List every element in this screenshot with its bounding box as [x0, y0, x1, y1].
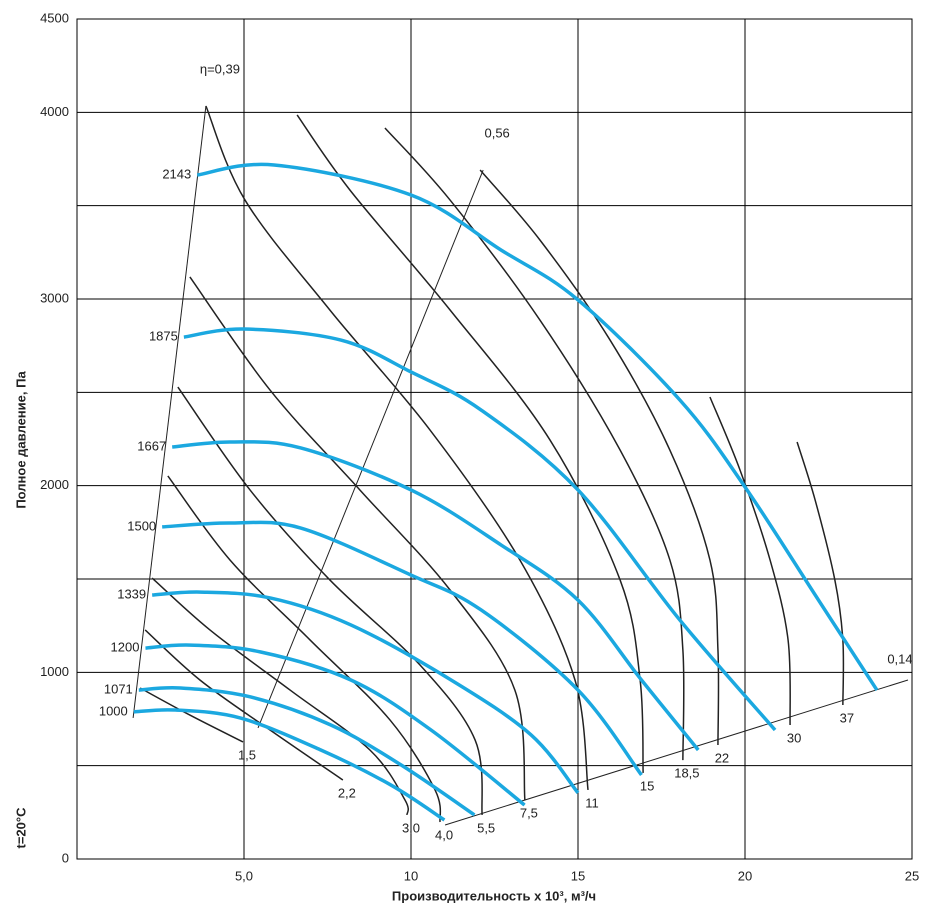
- x-tick-label: 20: [738, 868, 752, 883]
- power-curve: [139, 687, 244, 743]
- y-axis-title: Полное давление, Па: [13, 371, 28, 509]
- speed-curve: [138, 686, 476, 817]
- efficiency-label: η=0,39: [200, 61, 240, 76]
- power-label: 30: [787, 730, 801, 745]
- y-tick-label: 1000: [40, 664, 69, 679]
- speed-label: 1200: [111, 640, 140, 655]
- speed-curve: [145, 643, 526, 807]
- x-tick-label: 10: [404, 868, 418, 883]
- efficiency-label: 0,56: [484, 125, 509, 140]
- y-tick-label: 4000: [40, 104, 69, 119]
- y-tick-label: 4500: [40, 10, 69, 25]
- power-label: 1,5: [238, 747, 256, 762]
- power-label: 18,5: [674, 766, 699, 781]
- speed-label: 1071: [104, 682, 133, 697]
- x-tick-label: 5,0: [235, 868, 253, 883]
- speed-curve: [152, 590, 580, 795]
- speed-curve: [133, 708, 446, 822]
- y-tick-label: 0: [62, 850, 69, 865]
- speed-curve: [162, 520, 643, 777]
- x-axis-title: Производительность x 10³, м³/ч: [392, 888, 596, 903]
- speed-label: 1875: [149, 329, 178, 344]
- temperature-note: t=20°C: [13, 807, 28, 849]
- power-curve: [709, 396, 791, 725]
- power-curve: [189, 276, 526, 801]
- speed-label: 1339: [117, 586, 146, 601]
- power-curve: [167, 475, 442, 823]
- x-tick-label: 25: [905, 868, 919, 883]
- speed-curve: [172, 440, 700, 752]
- power-curve: [177, 386, 483, 816]
- y-tick-label: 2000: [40, 477, 69, 492]
- speed-curve: [183, 327, 777, 732]
- efficiency-line: [444, 679, 909, 826]
- power-label: 15: [640, 778, 654, 793]
- power-label: 2,2: [338, 785, 356, 800]
- power-curve: [151, 577, 409, 816]
- power-curve: [205, 105, 589, 791]
- power-label: 22: [715, 750, 729, 765]
- power-label: 37: [840, 710, 854, 725]
- efficiency-line: [257, 169, 484, 729]
- power-curve: [796, 441, 845, 706]
- power-label: 5,5: [477, 820, 495, 835]
- speed-label: 2143: [162, 166, 191, 181]
- power-curve: [384, 127, 685, 761]
- power-label: 4,0: [435, 827, 453, 842]
- efficiency-label: 0,14: [887, 651, 912, 666]
- efficiency-line: [132, 105, 207, 718]
- y-tick-label: 3000: [40, 290, 69, 305]
- power-curve: [144, 629, 344, 781]
- power-label: 7,5: [520, 805, 538, 820]
- power-curve: [479, 169, 720, 745]
- power-label: 11: [585, 795, 599, 810]
- speed-label: 1000: [99, 703, 128, 718]
- power-label: 3,0: [402, 820, 420, 835]
- x-tick-label: 15: [571, 868, 585, 883]
- speed-label: 1500: [127, 518, 156, 533]
- power-curve: [296, 114, 644, 773]
- speed-label: 1667: [137, 438, 166, 453]
- speed-curve: [196, 162, 879, 692]
